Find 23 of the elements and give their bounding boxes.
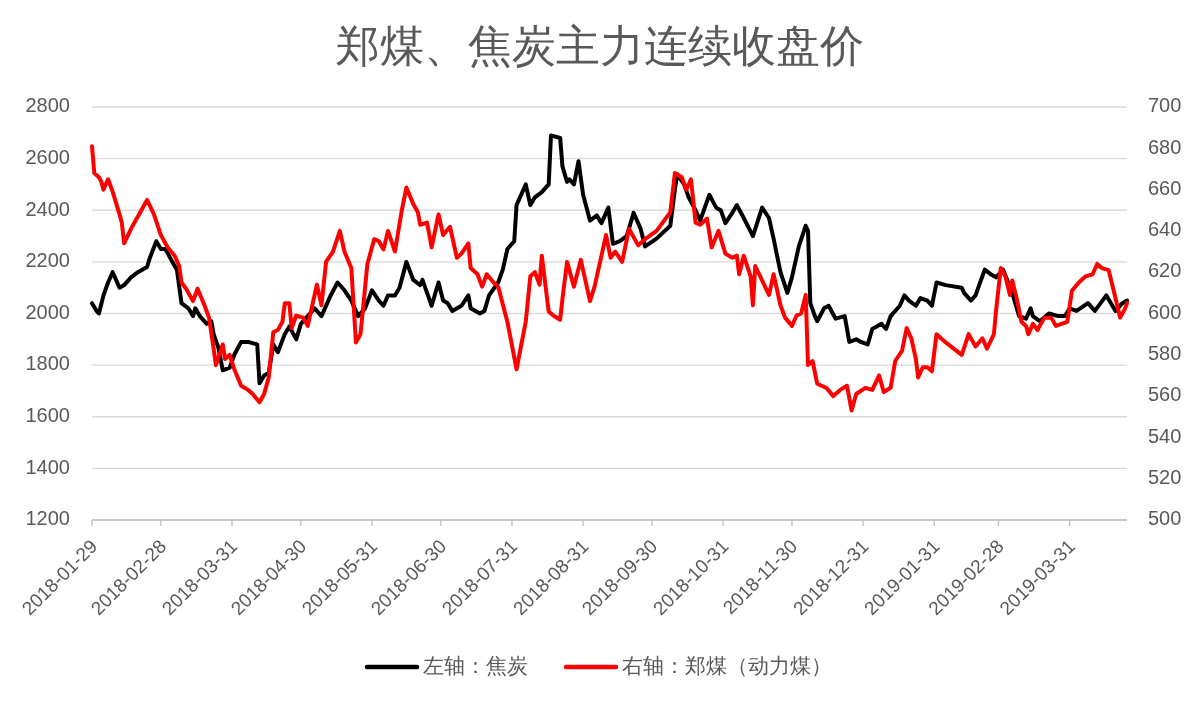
y-tick-label: 2000 <box>25 300 70 323</box>
y-tick-label: 2200 <box>25 249 70 272</box>
y2-tick-label: 700 <box>1148 94 1182 117</box>
y2-tick-label: 560 <box>1148 383 1182 406</box>
y-tick-label: 1400 <box>25 455 70 478</box>
y2-tick-label: 680 <box>1148 135 1182 158</box>
title: 郑煤、焦炭主力连续收盘价 <box>335 21 864 70</box>
y2-tick-label: 500 <box>1148 507 1182 530</box>
y-tick-label: 1200 <box>25 507 70 530</box>
y2-tick-label: 640 <box>1148 218 1182 241</box>
y2-tick-label: 580 <box>1148 342 1182 365</box>
y2-tick-label: 660 <box>1148 176 1182 199</box>
y-tick-label: 2400 <box>25 197 70 220</box>
y-tick-label: 2800 <box>25 94 70 117</box>
y2-tick-label: 540 <box>1148 424 1182 447</box>
y-tick-label: 2600 <box>25 145 70 168</box>
y-tick-label: 1800 <box>25 352 70 375</box>
y2-tick-label: 600 <box>1148 300 1182 323</box>
legend-label: 右轴：郑煤（动力煤） <box>622 653 832 677</box>
y-tick-label: 1600 <box>25 404 70 427</box>
y2-tick-label: 620 <box>1148 259 1182 282</box>
y2-tick-label: 520 <box>1148 466 1182 488</box>
legend-label: 左轴：焦炭 <box>423 653 528 677</box>
